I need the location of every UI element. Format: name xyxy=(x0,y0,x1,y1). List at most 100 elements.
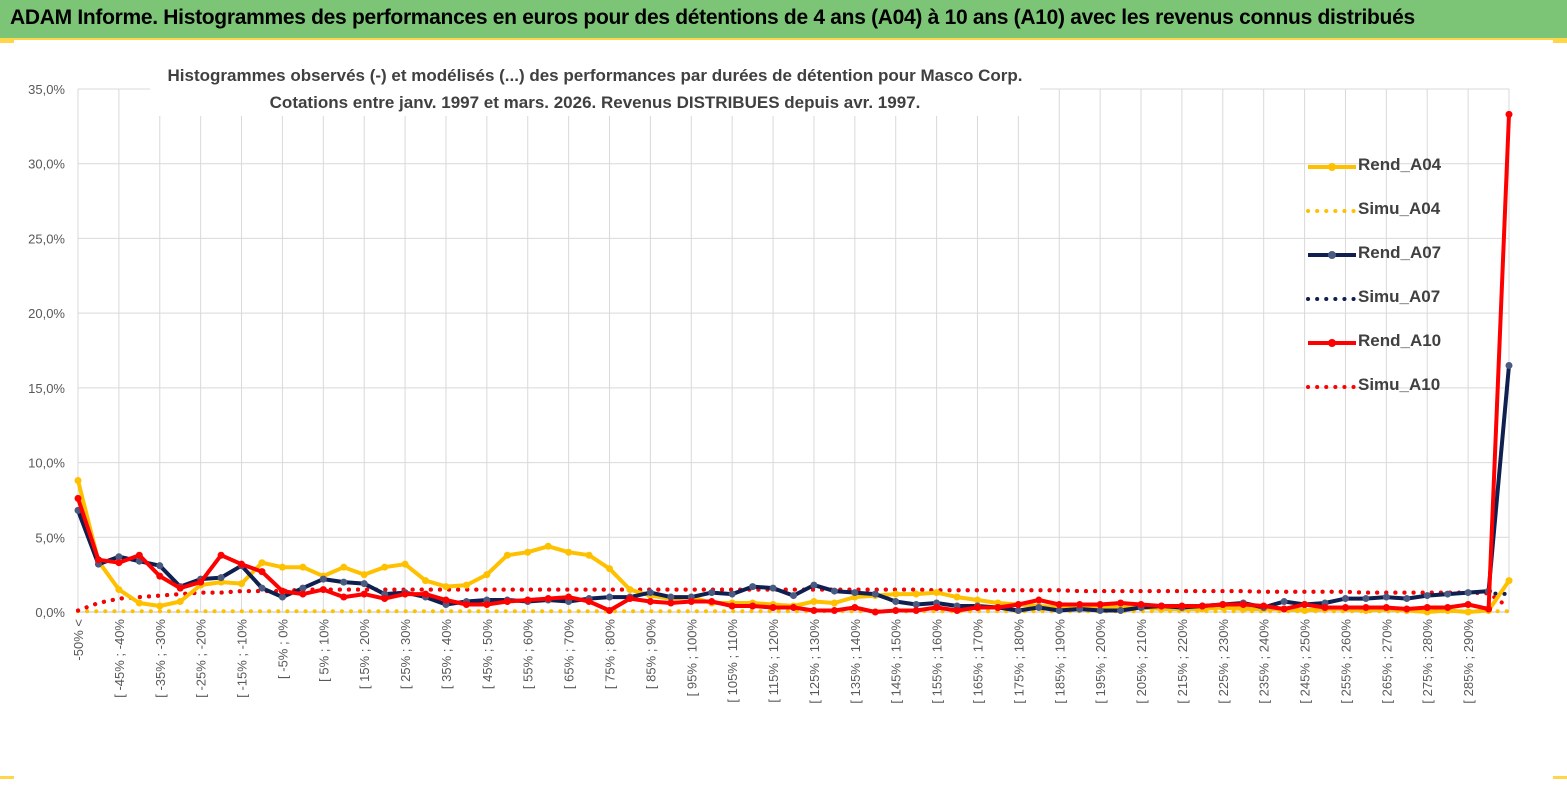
x-tick-label: [ 265% ; 270% xyxy=(1379,619,1394,704)
x-tick-label: [ -45% ; -40% xyxy=(112,619,127,698)
data-point-rend_a04 xyxy=(585,551,593,559)
data-point-rend_a10 xyxy=(258,568,266,576)
data-point-rend_a10 xyxy=(360,590,368,598)
data-point-rend_a04 xyxy=(626,586,634,594)
data-point-rend_a10 xyxy=(1219,601,1227,609)
x-tick-label: [ 215% ; 220% xyxy=(1175,619,1190,704)
data-point-rend_a10 xyxy=(278,587,286,595)
data-point-rend_a07 xyxy=(156,562,164,570)
legend-swatch xyxy=(1306,209,1356,213)
legend-label: Rend_A04 xyxy=(1358,155,1442,174)
data-point-rend_a07 xyxy=(810,581,818,589)
data-point-rend_a10 xyxy=(933,604,941,612)
data-point-rend_a04 xyxy=(503,551,511,559)
data-point-rend_a04 xyxy=(524,548,532,556)
legend-swatch xyxy=(1306,385,1356,389)
data-point-rend_a10 xyxy=(217,551,225,559)
chart-area: 0,0% 5,0% 10,0% 15,0% 20,0% 25,0% 30,0% 35,0% -5… xyxy=(0,40,1567,789)
legend-label: Simu_A04 xyxy=(1358,199,1441,218)
legend-item-simu_a07: Simu_A07 xyxy=(1300,287,1460,311)
legend-label: Simu_A07 xyxy=(1358,287,1441,306)
data-point-rend_a04 xyxy=(1301,607,1309,615)
data-point-rend_a10 xyxy=(1076,601,1084,609)
legend-label: Rend_A07 xyxy=(1358,243,1442,262)
x-tick-label: [ 65% ; 70% xyxy=(562,619,577,690)
y-tick-label: 35,0% xyxy=(28,82,65,97)
data-point-rend_a10 xyxy=(401,590,409,598)
x-tick-label: [ 75% ; 80% xyxy=(603,619,618,690)
x-tick-label: [ 35% ; 40% xyxy=(439,619,454,690)
data-point-rend_a04 xyxy=(135,599,143,607)
data-point-rend_a07 xyxy=(1014,607,1022,615)
data-point-rend_a04 xyxy=(381,563,389,571)
y-tick-label: 25,0% xyxy=(28,231,65,246)
x-tick-label: [ 115% ; 120% xyxy=(766,619,781,703)
x-tick-label: [ 85% ; 90% xyxy=(643,619,658,690)
data-point-rend_a10 xyxy=(1239,601,1247,609)
data-point-rend_a04 xyxy=(156,602,164,610)
data-point-rend_a07 xyxy=(790,592,797,600)
data-point-rend_a10 xyxy=(1157,602,1165,610)
x-tick-label: [ 55% ; 60% xyxy=(521,619,536,690)
data-point-rend_a07 xyxy=(871,590,879,598)
data-point-rend_a07 xyxy=(708,589,716,597)
data-point-rend_a10 xyxy=(524,596,532,604)
x-tick-label: [ 25% ; 30% xyxy=(398,619,413,690)
data-point-rend_a10 xyxy=(422,590,430,598)
x-tick-label: -50% < xyxy=(71,619,86,661)
data-point-rend_a10 xyxy=(892,607,900,615)
data-point-rend_a07 xyxy=(115,553,123,561)
data-point-rend_a07 xyxy=(606,593,614,601)
x-tick-label: [ 195% ; 200% xyxy=(1093,619,1108,704)
data-point-rend_a10 xyxy=(1035,596,1043,604)
data-point-rend_a07 xyxy=(258,584,266,592)
x-tick-label: [ -35% ; -30% xyxy=(153,619,168,698)
legend-label: Rend_A10 xyxy=(1358,331,1442,350)
frame-corner xyxy=(1553,776,1567,779)
y-tick-label: 20,0% xyxy=(28,306,65,321)
x-tick-label: [ 185% ; 190% xyxy=(1052,619,1067,704)
x-tick-label: [ 155% ; 160% xyxy=(930,619,945,704)
data-point-rend_a04 xyxy=(933,589,941,597)
data-point-rend_a10 xyxy=(1096,601,1104,609)
x-tick-label: [ 165% ; 170% xyxy=(970,619,985,704)
data-point-rend_a10 xyxy=(156,572,164,580)
data-point-rend_a10 xyxy=(565,593,573,601)
y-tick-label: 0,0% xyxy=(35,605,65,620)
data-point-rend_a10 xyxy=(1198,602,1206,610)
data-point-rend_a10 xyxy=(74,494,82,502)
x-tick-label: [ 5% ; 10% xyxy=(316,619,331,682)
data-point-rend_a10 xyxy=(1301,601,1309,609)
data-point-rend_a10 xyxy=(197,578,205,586)
data-point-rend_a07 xyxy=(851,589,859,597)
data-point-rend_a04 xyxy=(360,571,368,579)
data-point-rend_a10 xyxy=(708,598,716,606)
data-point-rend_a04 xyxy=(1464,608,1472,616)
data-point-rend_a04 xyxy=(912,590,920,598)
x-tick-label: [ 125% ; 130% xyxy=(807,619,822,704)
x-tick-label: [ 245% ; 250% xyxy=(1298,619,1313,704)
data-point-rend_a10 xyxy=(687,598,695,606)
x-tick-label: [ 145% ; 150% xyxy=(889,619,904,704)
data-point-rend_a10 xyxy=(585,598,593,606)
data-point-rend_a07 xyxy=(319,575,327,583)
legend-swatch-marker xyxy=(1328,163,1336,171)
data-point-rend_a07 xyxy=(360,580,368,588)
data-point-rend_a04 xyxy=(830,599,838,607)
data-point-rend_a07 xyxy=(1341,595,1349,603)
data-point-rend_a04 xyxy=(442,583,450,591)
data-point-rend_a04 xyxy=(74,477,82,485)
legend-label: Simu_A10 xyxy=(1358,375,1441,394)
data-point-rend_a10 xyxy=(1423,604,1431,612)
data-point-rend_a10 xyxy=(1362,604,1370,612)
data-point-rend_a07 xyxy=(1464,589,1472,597)
chart-canvas: 0,0% 5,0% 10,0% 15,0% 20,0% 25,0% 30,0% 35,0% -5… xyxy=(28,82,1513,704)
data-point-rend_a10 xyxy=(1485,605,1493,613)
y-tick-label: 5,0% xyxy=(35,530,65,545)
legend-swatch xyxy=(1308,163,1356,171)
x-tick-label: [ -25% ; -20% xyxy=(194,619,209,698)
data-point-rend_a10 xyxy=(1444,604,1452,612)
data-point-rend_a10 xyxy=(1321,604,1329,612)
data-point-rend_a10 xyxy=(299,590,307,598)
frame-corner xyxy=(0,40,14,43)
